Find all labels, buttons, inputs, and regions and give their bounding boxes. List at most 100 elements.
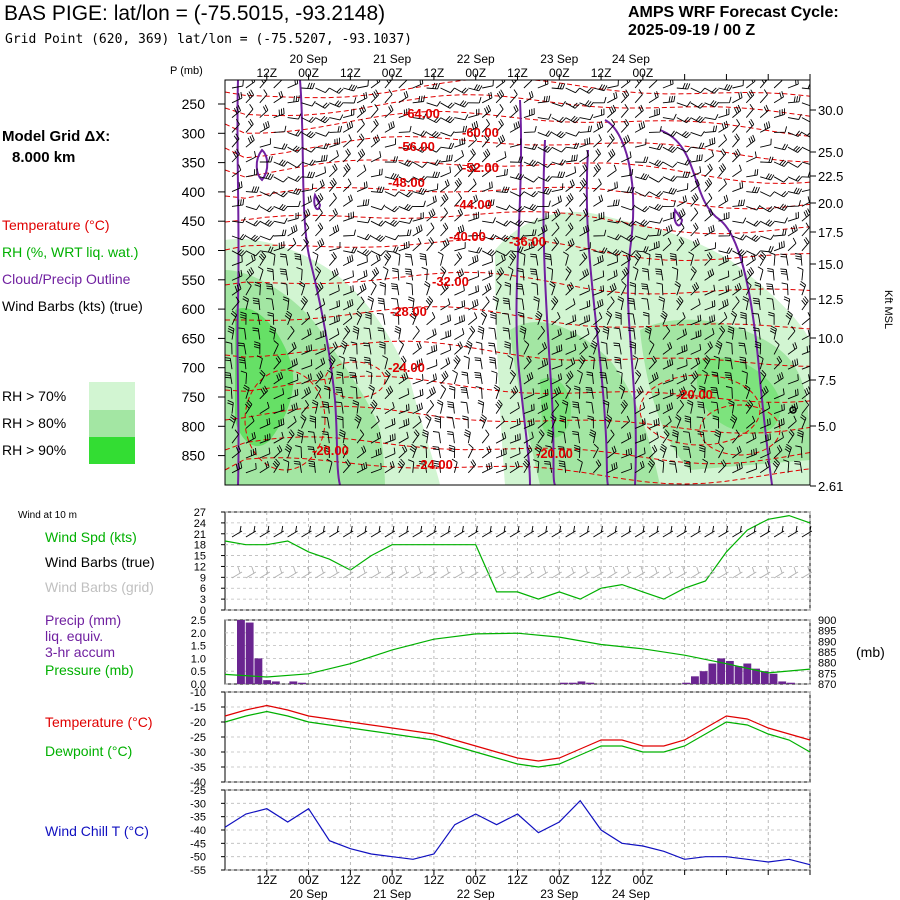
windchill-panel: -25-30 -35-40-45 -50-55 <box>190 785 811 877</box>
wind-barb <box>732 296 740 311</box>
temperature-contour-loop <box>244 369 326 471</box>
wind-barb <box>379 341 386 355</box>
wind-barb <box>467 163 476 178</box>
wind-barb <box>398 355 407 370</box>
wind-barb <box>634 206 650 213</box>
wind-barb <box>537 224 548 237</box>
wind-barb <box>355 310 363 325</box>
pressure-tick-label: 880 <box>818 658 836 670</box>
wind-barb <box>238 327 247 340</box>
wind-barb <box>460 401 469 414</box>
wind-barb <box>370 118 379 133</box>
wind-barb <box>482 269 493 281</box>
wind-barb <box>621 250 636 257</box>
wind-barb <box>301 116 316 123</box>
wind-barb <box>801 161 810 165</box>
wind-barb <box>231 233 247 241</box>
model-grid-title: Model Grid ΔX: <box>2 128 111 145</box>
cloud-outline-path <box>299 80 341 485</box>
wind-barb <box>787 187 802 195</box>
precip-bar <box>734 666 743 684</box>
wind-barb <box>593 96 607 104</box>
wind-barb <box>273 431 284 444</box>
wind-barb <box>340 340 348 355</box>
y-tick-label: 24 <box>194 518 206 530</box>
wind-barb <box>732 234 747 241</box>
y-tick-label: 12 <box>194 561 206 573</box>
wind-barb <box>579 252 588 266</box>
wind-barb <box>412 237 422 252</box>
wind-barb <box>398 388 410 400</box>
wind-barb <box>370 447 382 459</box>
wind-barb <box>509 460 520 474</box>
wind-barb <box>495 415 505 429</box>
wind-barb <box>284 310 293 325</box>
forecast-cycle-title: AMPS WRF Forecast Cycle: <box>628 4 839 21</box>
wind-barb <box>676 146 692 153</box>
wind-barb <box>315 115 330 124</box>
wind-barb-grid <box>801 566 813 579</box>
wind-barb <box>342 254 354 267</box>
wind-barb <box>315 102 330 109</box>
wind-barb <box>365 370 373 385</box>
wind-barb <box>718 254 729 267</box>
wind-barb <box>301 82 315 90</box>
wind-barb <box>704 192 713 207</box>
wind-barb <box>245 151 257 163</box>
wind-barb <box>356 133 365 148</box>
precip-tick-label: 2.5 <box>191 615 206 627</box>
wind-barb <box>495 447 507 459</box>
wind-barb <box>746 250 761 257</box>
wind-barb <box>572 401 580 414</box>
wind-barb <box>266 267 275 281</box>
y-tick-label: -50 <box>190 852 206 864</box>
wind-barb <box>632 266 639 281</box>
wind-barb <box>713 355 720 370</box>
wind-barb <box>279 268 289 281</box>
wind-barb <box>245 431 256 444</box>
wind-barb <box>495 118 504 133</box>
wind-barb <box>523 372 534 385</box>
wind-barb <box>412 429 420 444</box>
wind-barb <box>565 102 580 109</box>
date-label-bottom: 22 Sep <box>457 887 495 900</box>
wind-barb <box>565 131 580 137</box>
wind-barb <box>287 224 298 237</box>
wind-barb <box>315 384 322 400</box>
wind-barb <box>507 266 514 281</box>
windchill-line <box>224 799 811 866</box>
wind-barb <box>787 175 803 182</box>
wind-barb <box>641 297 650 311</box>
wind-barb-true <box>579 525 590 538</box>
wind-barb <box>370 267 380 281</box>
wind-barb <box>231 148 240 163</box>
y-tick-label: -30 <box>190 747 206 759</box>
wind-barb <box>648 126 662 133</box>
wind-barb <box>412 175 427 182</box>
wind-barb <box>481 148 491 163</box>
wind-barb <box>573 444 581 459</box>
wind-barb <box>600 386 608 399</box>
wind-barb <box>509 191 525 197</box>
wind-barb <box>593 84 608 92</box>
wind-barb <box>509 89 518 104</box>
wind-barb <box>384 433 396 444</box>
wind-barb <box>760 138 772 148</box>
wind-barb <box>799 281 807 296</box>
y-tick-label: 27 <box>194 507 206 519</box>
wind-barb <box>409 310 418 325</box>
wind-barb <box>565 343 577 355</box>
wind-barb <box>704 177 713 192</box>
wind-barb <box>352 399 359 414</box>
wind-barb <box>343 270 354 281</box>
wind-barb <box>718 285 730 296</box>
wind-barb <box>537 374 549 385</box>
wind-barb <box>593 163 601 178</box>
wind-barb <box>343 229 356 237</box>
temperature-contour-label: -48.00 <box>388 175 425 190</box>
temperature-contour-label: -36.00 <box>509 234 546 249</box>
wind-barb <box>370 168 383 178</box>
cross-section-grid: 250 300 350 400 450 500 550 600 650 700 750 800 850 P… <box>170 65 894 494</box>
wind-barb <box>634 402 646 414</box>
height-tick-label: 2.61 <box>818 479 843 494</box>
